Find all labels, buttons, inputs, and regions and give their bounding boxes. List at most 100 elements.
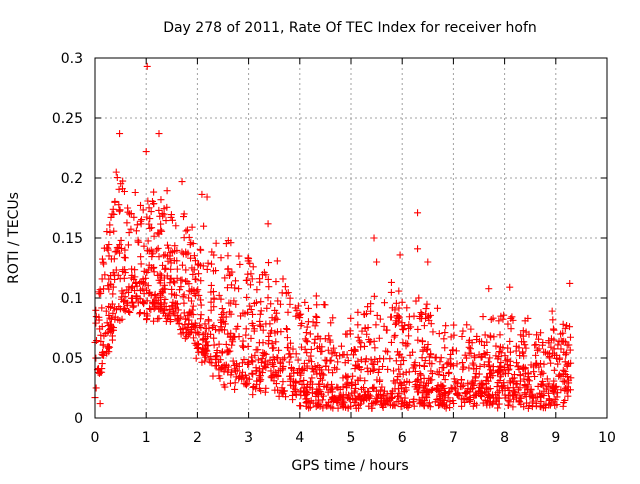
data-point (195, 260, 203, 268)
data-point (181, 321, 189, 329)
data-point (289, 345, 297, 353)
data-point (100, 351, 108, 359)
data-point (246, 259, 254, 267)
data-point (481, 351, 489, 359)
data-point (134, 299, 142, 307)
data-point (308, 380, 316, 388)
data-point (129, 303, 137, 311)
data-point (172, 222, 180, 230)
data-point (197, 277, 205, 285)
data-point (151, 290, 159, 298)
data-point (419, 338, 427, 346)
data-point (298, 380, 306, 388)
data-point (427, 367, 435, 375)
data-point (424, 258, 432, 266)
data-point (342, 391, 350, 399)
data-point (270, 344, 278, 352)
data-point (441, 376, 449, 384)
data-point (131, 266, 139, 274)
data-point (262, 350, 270, 358)
data-point (501, 391, 509, 399)
data-point (539, 338, 547, 346)
data-point (471, 373, 479, 381)
data-point (473, 401, 481, 409)
data-point (324, 402, 332, 410)
data-point (188, 223, 196, 231)
data-point (318, 390, 326, 398)
data-point (324, 381, 332, 389)
data-point (561, 358, 569, 366)
data-point (357, 356, 365, 364)
data-point (367, 307, 375, 315)
data-point (177, 313, 185, 321)
data-point (485, 285, 493, 293)
data-point (454, 391, 462, 399)
data-point (416, 313, 424, 321)
data-point (112, 266, 120, 274)
data-point (183, 226, 191, 234)
data-point (357, 343, 365, 351)
data-point (226, 379, 234, 387)
data-point (337, 392, 345, 400)
data-point (419, 346, 427, 354)
data-point (220, 368, 228, 376)
data-point (137, 201, 145, 209)
data-point (149, 298, 157, 306)
data-point (373, 258, 381, 266)
data-point (399, 326, 407, 334)
data-point (540, 387, 548, 395)
data-point (566, 346, 574, 354)
data-point (140, 300, 148, 308)
data-point (504, 366, 512, 374)
data-point (458, 359, 466, 367)
data-point (368, 360, 376, 368)
data-point (244, 342, 252, 350)
data-point (209, 267, 217, 275)
data-point (383, 326, 391, 334)
data-point (155, 206, 163, 214)
data-point (376, 355, 384, 363)
data-point (487, 333, 495, 341)
data-point (303, 323, 311, 331)
data-point (423, 300, 431, 308)
data-point (137, 260, 145, 268)
data-point (554, 360, 562, 368)
data-point (165, 244, 173, 252)
data-point (465, 349, 473, 357)
data-point (227, 310, 235, 318)
data-point (106, 314, 114, 322)
data-point (560, 337, 568, 345)
data-point (422, 310, 430, 318)
data-point (255, 384, 263, 392)
data-point (373, 311, 381, 319)
data-point (198, 358, 206, 366)
data-point (218, 326, 226, 334)
data-point (313, 385, 321, 393)
data-point (228, 341, 236, 349)
data-point (484, 358, 492, 366)
data-point (205, 355, 213, 363)
data-point (222, 340, 230, 348)
data-point (348, 382, 356, 390)
data-point (338, 400, 346, 408)
data-point (496, 331, 504, 339)
data-point (404, 340, 412, 348)
data-point (253, 286, 261, 294)
x-tick-label: 3 (244, 430, 253, 446)
data-point (137, 278, 145, 286)
data-point (364, 387, 372, 395)
data-point (136, 309, 144, 317)
data-point (108, 332, 116, 340)
data-point (154, 244, 162, 252)
x-tick-label: 9 (551, 430, 560, 446)
data-point (273, 257, 281, 265)
data-point (433, 304, 441, 312)
data-point (296, 402, 304, 410)
data-point (541, 404, 549, 412)
data-point (249, 391, 257, 399)
data-point (400, 357, 408, 365)
data-point (485, 393, 493, 401)
data-point (125, 307, 133, 315)
data-point (492, 396, 500, 404)
data-point (187, 254, 195, 262)
